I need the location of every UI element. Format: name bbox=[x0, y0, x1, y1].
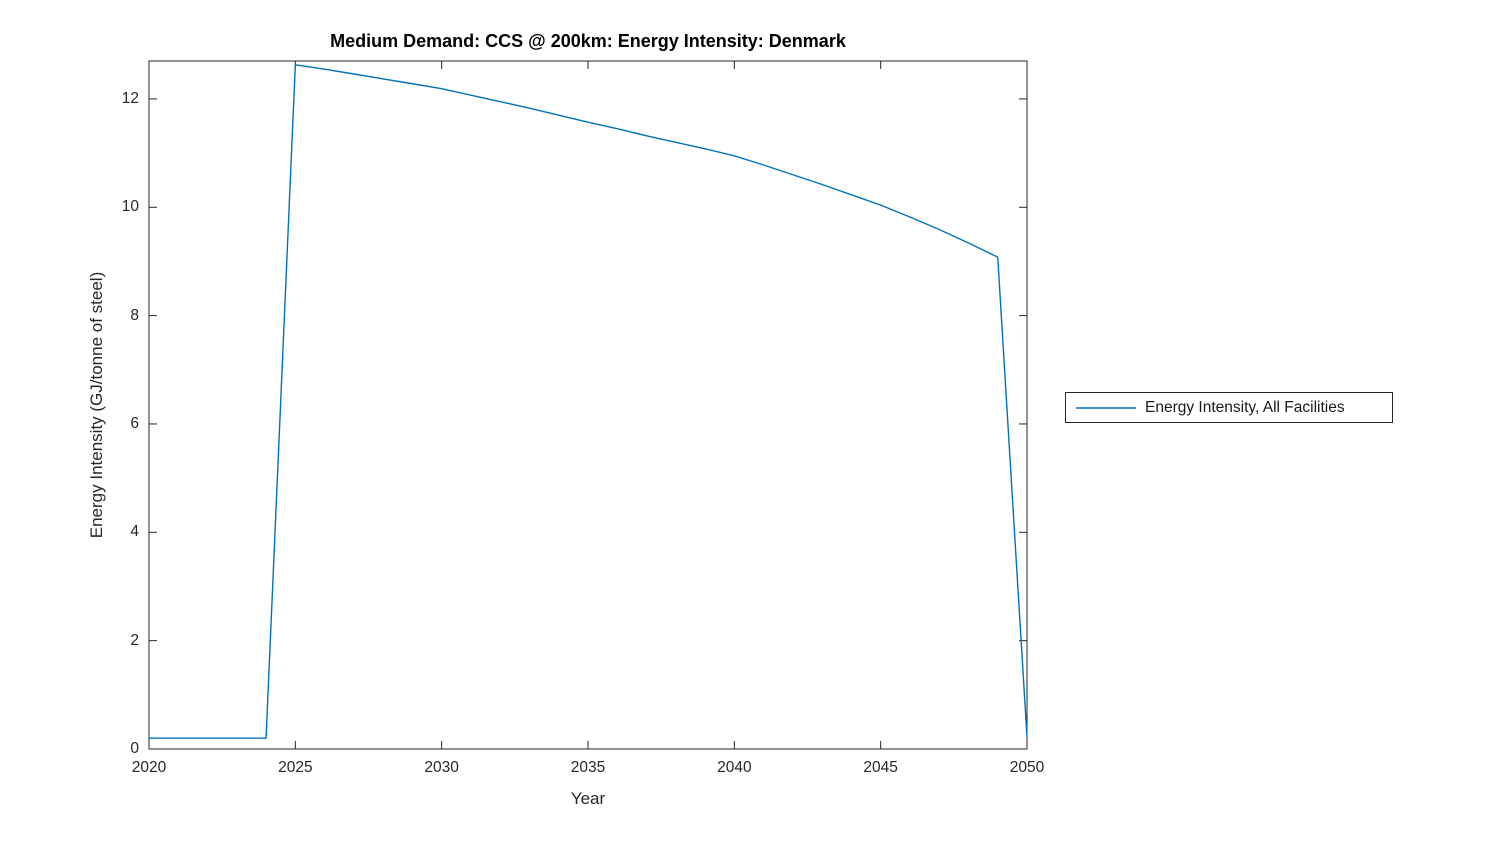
x-tick-label: 2020 bbox=[131, 759, 167, 776]
y-tick-label: 10 bbox=[121, 198, 139, 216]
x-tick-label: 2050 bbox=[1009, 759, 1045, 776]
legend: Energy Intensity, All Facilities bbox=[1065, 392, 1393, 423]
y-tick-label: 8 bbox=[130, 306, 139, 324]
y-tick-label: 12 bbox=[121, 89, 139, 107]
y-tick-label: 4 bbox=[130, 523, 139, 541]
chart-title: Medium Demand: CCS @ 200km: Energy Inten… bbox=[330, 31, 846, 51]
x-tick-label: 2045 bbox=[863, 759, 898, 776]
legend-entry-label: Energy Intensity, All Facilities bbox=[1145, 398, 1345, 416]
y-tick-label: 6 bbox=[130, 414, 139, 432]
x-tick-label: 2025 bbox=[278, 759, 313, 776]
x-axis-label: Year bbox=[570, 789, 606, 808]
y-tick-label: 2 bbox=[130, 631, 139, 649]
series-line bbox=[148, 64, 1028, 739]
x-tick-label: 2030 bbox=[424, 759, 459, 776]
x-tick-label: 2035 bbox=[570, 759, 606, 776]
legend-line-sample-icon bbox=[1076, 406, 1136, 409]
y-tick-label: 0 bbox=[130, 740, 139, 757]
x-tick-label: 2040 bbox=[717, 759, 752, 776]
